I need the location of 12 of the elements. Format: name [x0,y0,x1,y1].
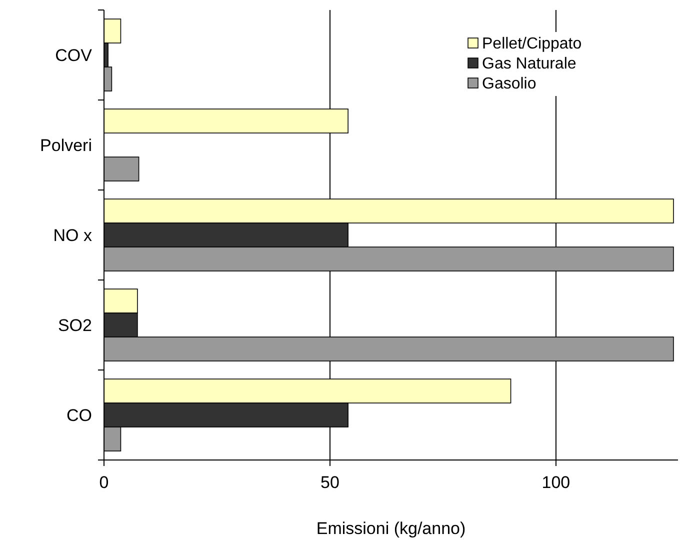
x-axis-title: Emissioni (kg/anno) [316,519,466,538]
x-tick-label: 0 [99,473,109,492]
y-tick-label: NO x [53,226,92,245]
y-tick-label: CO [66,406,92,425]
y-tick-label: COV [55,46,93,65]
x-tick-label: 50 [320,473,340,492]
x-tick-label: 100 [542,473,570,492]
legend-label: Gasolio [482,76,536,93]
legend-label: Pellet/Cippato [482,36,582,53]
y-tick-label: Polveri [40,136,92,155]
legend-label: Gas Naturale [482,56,576,73]
y-tick-label: SO2 [58,316,92,335]
